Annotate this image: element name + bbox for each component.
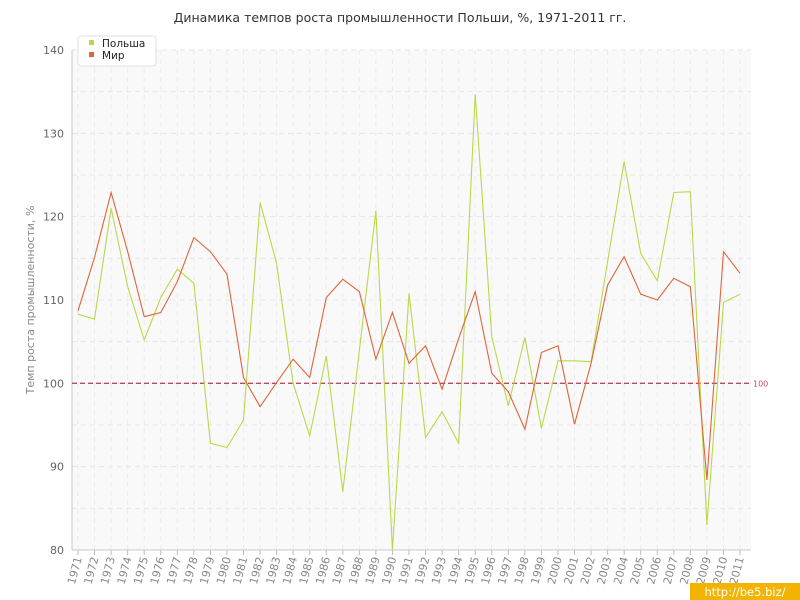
y-tick-label: 80 <box>50 544 64 557</box>
watermark: http://be5.biz/ <box>690 583 800 600</box>
grid-layer <box>72 49 751 551</box>
y-tick-label: 110 <box>43 294 64 307</box>
x-tick-label: 2011 <box>727 555 747 585</box>
chart-title: Динамика темпов роста промышленности Пол… <box>174 10 627 25</box>
legend-swatch-poland <box>89 40 94 45</box>
y-tick-label: 100 <box>43 377 64 390</box>
legend-swatch-world <box>89 52 94 57</box>
plot-background <box>72 50 751 550</box>
reference-line-layer: 100 <box>72 379 768 388</box>
y-tick-label: 120 <box>43 211 64 224</box>
legend: Польша Мир <box>77 35 157 67</box>
y-tick-label: 130 <box>43 127 64 140</box>
watermark-background <box>690 583 800 600</box>
y-axis-label: Темп роста промышленности, % <box>24 206 37 396</box>
reference-line-label: 100 <box>753 379 768 388</box>
series-line-poland <box>77 94 741 551</box>
legend-box <box>77 35 157 67</box>
series-layer <box>77 94 741 551</box>
y-tick-label: 140 <box>43 44 64 57</box>
y-tick-label: 90 <box>50 461 64 474</box>
series-line-world <box>77 190 741 481</box>
legend-label-poland: Польша <box>102 38 145 50</box>
watermark-text: http://be5.biz/ <box>705 585 786 599</box>
legend-label-world: Мир <box>102 50 125 62</box>
